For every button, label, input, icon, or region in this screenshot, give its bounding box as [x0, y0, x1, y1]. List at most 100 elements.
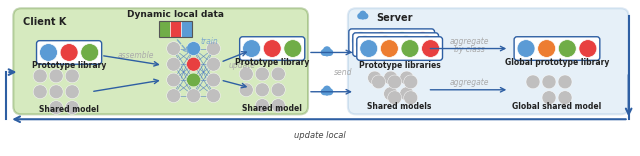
FancyBboxPatch shape	[239, 37, 305, 60]
Text: Global prototype library: Global prototype library	[505, 58, 609, 67]
Circle shape	[65, 85, 79, 99]
Circle shape	[324, 50, 330, 56]
Circle shape	[542, 91, 556, 105]
Circle shape	[324, 90, 330, 96]
Circle shape	[187, 42, 200, 55]
Circle shape	[65, 101, 79, 115]
Text: Shared model: Shared model	[39, 105, 99, 114]
Circle shape	[81, 44, 99, 61]
Circle shape	[372, 32, 390, 49]
Bar	[159, 21, 192, 37]
Circle shape	[40, 44, 58, 61]
Circle shape	[271, 67, 285, 81]
FancyBboxPatch shape	[348, 8, 628, 114]
Circle shape	[356, 36, 374, 54]
Circle shape	[422, 40, 440, 57]
FancyBboxPatch shape	[353, 33, 438, 56]
Circle shape	[360, 40, 378, 57]
Circle shape	[166, 73, 180, 87]
Circle shape	[187, 89, 200, 102]
Circle shape	[404, 91, 418, 105]
Circle shape	[166, 57, 180, 71]
Circle shape	[255, 99, 269, 112]
Text: assemble: assemble	[118, 51, 154, 60]
Circle shape	[239, 67, 253, 81]
Circle shape	[321, 49, 328, 56]
Text: Global shared model: Global shared model	[513, 102, 602, 111]
Circle shape	[579, 40, 597, 57]
FancyBboxPatch shape	[13, 8, 308, 114]
Circle shape	[187, 57, 200, 71]
Circle shape	[359, 11, 366, 18]
Text: Shared models: Shared models	[367, 102, 432, 111]
Bar	[170, 21, 181, 37]
Circle shape	[326, 49, 333, 56]
Circle shape	[263, 40, 281, 57]
FancyBboxPatch shape	[356, 37, 442, 60]
Circle shape	[166, 89, 180, 102]
Circle shape	[404, 75, 418, 89]
Circle shape	[397, 36, 415, 54]
Circle shape	[321, 88, 328, 95]
Circle shape	[393, 32, 411, 49]
FancyBboxPatch shape	[349, 29, 435, 52]
Circle shape	[284, 40, 302, 57]
Text: Prototype library: Prototype library	[235, 58, 309, 67]
Text: Server: Server	[376, 13, 412, 23]
FancyBboxPatch shape	[36, 41, 102, 64]
Circle shape	[65, 69, 79, 83]
Circle shape	[360, 14, 365, 20]
Circle shape	[538, 40, 556, 57]
Circle shape	[384, 71, 397, 85]
Text: update local: update local	[294, 131, 346, 140]
Text: Prototype libraries: Prototype libraries	[359, 61, 440, 70]
Circle shape	[323, 85, 331, 93]
Circle shape	[187, 73, 200, 87]
Circle shape	[60, 44, 78, 61]
Text: by class: by class	[454, 45, 484, 54]
Circle shape	[255, 67, 269, 81]
Text: Client K: Client K	[23, 17, 67, 27]
Circle shape	[413, 32, 431, 49]
Circle shape	[239, 83, 253, 97]
Circle shape	[243, 40, 260, 57]
Circle shape	[542, 75, 556, 89]
Circle shape	[558, 75, 572, 89]
Circle shape	[33, 69, 47, 83]
Text: aggregate: aggregate	[449, 37, 489, 46]
Circle shape	[558, 91, 572, 105]
Circle shape	[207, 89, 220, 102]
Circle shape	[49, 69, 63, 83]
Circle shape	[207, 42, 220, 55]
Circle shape	[207, 57, 220, 71]
Circle shape	[400, 71, 413, 85]
Text: Shared model: Shared model	[243, 104, 302, 113]
Circle shape	[384, 87, 397, 101]
Text: Prototype library: Prototype library	[32, 61, 106, 70]
Circle shape	[49, 101, 63, 115]
Circle shape	[166, 42, 180, 55]
Text: Dynamic local data: Dynamic local data	[127, 10, 224, 19]
Circle shape	[376, 36, 394, 54]
Circle shape	[207, 73, 220, 87]
Circle shape	[323, 46, 331, 54]
Circle shape	[372, 75, 386, 89]
Circle shape	[271, 83, 285, 97]
Circle shape	[362, 13, 369, 19]
FancyBboxPatch shape	[514, 37, 600, 60]
Circle shape	[357, 13, 364, 19]
Circle shape	[380, 40, 398, 57]
Circle shape	[326, 88, 333, 95]
Text: aggregate: aggregate	[449, 78, 489, 87]
Circle shape	[400, 87, 413, 101]
Circle shape	[401, 40, 419, 57]
Text: send: send	[334, 68, 353, 77]
Circle shape	[517, 40, 535, 57]
Bar	[159, 21, 170, 37]
Bar	[181, 21, 192, 37]
Circle shape	[388, 75, 402, 89]
Circle shape	[271, 99, 285, 112]
Circle shape	[418, 36, 436, 54]
Circle shape	[352, 32, 370, 49]
Circle shape	[33, 85, 47, 99]
